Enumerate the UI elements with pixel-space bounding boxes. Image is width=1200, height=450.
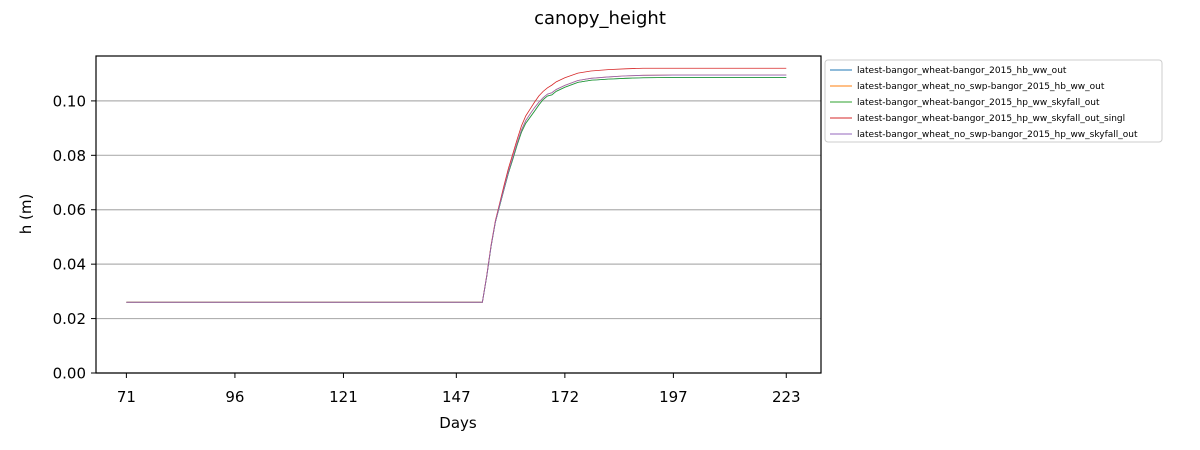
series-line [126, 77, 787, 303]
x-tick-label: 121 [329, 388, 358, 406]
legend-label: latest-bangor_wheat-bangor_2015_hp_ww_sk… [857, 114, 1125, 124]
x-tick-label: 172 [551, 388, 580, 406]
y-tick-label: 0.04 [53, 256, 86, 274]
x-tick-label: 96 [225, 388, 244, 406]
legend-label: latest-bangor_wheat-bangor_2015_hp_ww_sk… [857, 98, 1100, 108]
legend: latest-bangor_wheat-bangor_2015_hb_ww_ou… [824, 59, 1163, 143]
y-tick-label: 0.06 [53, 201, 86, 219]
y-tick-label: 0.00 [53, 365, 86, 383]
legend-label: latest-bangor_wheat-bangor_2015_hb_ww_ou… [857, 66, 1067, 76]
y-tick-label: 0.08 [53, 147, 86, 165]
x-tick-label: 223 [772, 388, 801, 406]
x-tick-label: 71 [117, 388, 136, 406]
series-line [126, 74, 787, 303]
series-group [126, 67, 787, 303]
series-line [126, 74, 787, 303]
series-line [126, 67, 787, 303]
chart-title: canopy_height [534, 8, 666, 29]
y-axis-label: h (m) [17, 194, 35, 235]
x-axis-ticks: 71 96 121 147 172 197 223 [117, 373, 801, 406]
x-axis-label: Days [439, 414, 477, 432]
y-tick-label: 0.02 [53, 310, 86, 328]
x-tick-label: 147 [442, 388, 471, 406]
grid [96, 100, 821, 374]
legend-label: latest-bangor_wheat_no_swp-bangor_2015_h… [857, 130, 1138, 140]
x-tick-label: 197 [659, 388, 688, 406]
legend-label: latest-bangor_wheat_no_swp-bangor_2015_h… [857, 82, 1105, 92]
legend-frame [824, 59, 1163, 143]
series-line [126, 77, 787, 303]
y-axis-ticks: 0.00 0.02 0.04 0.06 0.08 0.10 [53, 92, 96, 383]
plot-frame [95, 55, 822, 374]
y-tick-label: 0.10 [53, 92, 86, 110]
